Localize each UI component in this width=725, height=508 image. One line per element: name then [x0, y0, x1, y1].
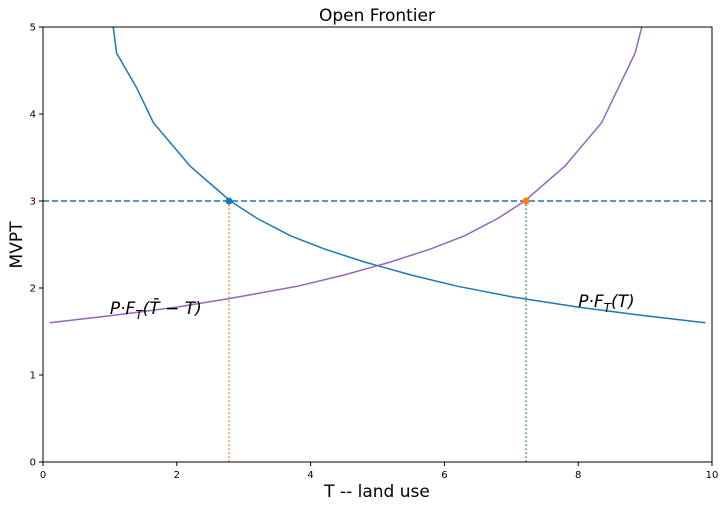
plot-area	[43, 26, 712, 462]
series-line-1	[49, 26, 643, 324]
x-tick-label-4: 8	[575, 470, 581, 481]
x-tick-label-3: 6	[441, 470, 447, 481]
y-tick-label-4: 4	[30, 110, 36, 121]
y-tick-label-3: 3	[30, 197, 36, 208]
y-tick-label-5: 5	[30, 23, 36, 34]
annotations: P·FT(T̄ − T) P·FT(T)	[110, 292, 635, 322]
series-line-0	[112, 26, 706, 324]
y-axis-label: MVPT	[7, 221, 27, 269]
chart-title: Open Frontier	[319, 6, 435, 26]
x-tick-label-5: 10	[706, 470, 719, 481]
y-tick-label-0: 0	[30, 458, 36, 469]
x-tick-label-0: 0	[40, 470, 46, 481]
axes-frame	[42, 26, 713, 463]
x-tick-label-1: 2	[174, 470, 180, 481]
intersection-point-0	[225, 197, 233, 205]
x-axis-label: T -- land use	[323, 482, 430, 502]
curve-annotation-0: P·FT(T̄ − T)	[110, 297, 202, 322]
axis-ticks: 0 2 4 6 8 10 0 1 2 3 4 5	[30, 23, 719, 482]
x-tick-label-2: 4	[307, 470, 313, 481]
y-tick-label-2: 2	[30, 284, 36, 295]
y-tick-label-1: 1	[30, 371, 36, 382]
curve-annotation-1: P·FT(T)	[578, 292, 634, 315]
intersection-point-1	[522, 197, 530, 205]
